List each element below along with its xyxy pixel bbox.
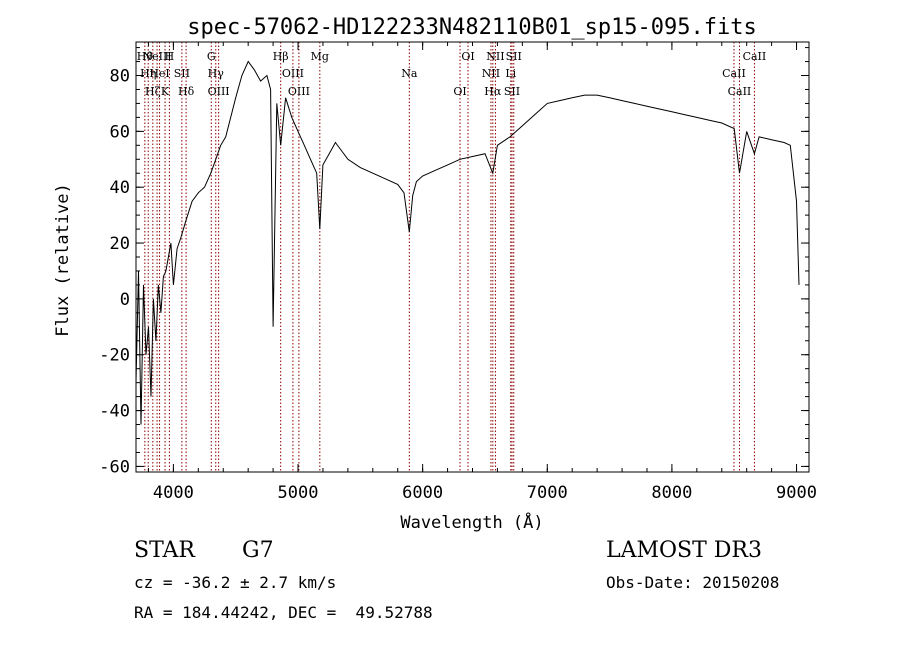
x-axis-label: Wavelength (Å) xyxy=(400,511,543,533)
x-axis: 4000 5000 6000 7000 8000 9000 xyxy=(147,42,817,503)
line-marker-label: G xyxy=(207,50,216,63)
line-marker-label: CaII xyxy=(722,67,746,80)
line-marker-label: Hθ xyxy=(137,50,154,63)
redshift-velocity: cz = -36.2 ± 2.7 km/s xyxy=(134,573,337,592)
line-marker-label: Li xyxy=(505,67,516,80)
coordinates: RA = 184.44242, DEC = 49.52788 xyxy=(134,603,433,622)
y-tick-label: 20 xyxy=(110,234,130,254)
line-marker-label: Mg xyxy=(311,50,329,63)
line-marker-label: OI xyxy=(461,50,474,63)
y-tick-label: 60 xyxy=(110,122,130,142)
line-marker-label: NII xyxy=(482,67,500,80)
y-tick-label: -40 xyxy=(99,402,130,422)
x-tick-label: 5000 xyxy=(278,483,319,503)
x-tick-label: 4000 xyxy=(153,483,194,503)
line-marker-label: OIII xyxy=(282,67,304,80)
x-tick-label: 6000 xyxy=(402,483,443,503)
object-class: STAR xyxy=(134,538,195,563)
line-marker-label: Hη xyxy=(140,67,156,80)
line-marker-label: CaII xyxy=(743,50,767,63)
line-marker-label: NII xyxy=(486,50,504,63)
y-tick-label: 40 xyxy=(110,178,130,198)
line-marker-label: H xyxy=(165,50,175,63)
y-tick-label: 80 xyxy=(110,67,130,87)
emission-line-markers xyxy=(144,42,755,472)
y-axis: -60 -40 -20 0 20 40 60 80 xyxy=(99,47,809,477)
line-marker-label: Hδ xyxy=(178,85,195,98)
line-marker-label: K xyxy=(161,85,170,98)
spectrum-line xyxy=(135,60,800,425)
observation-date: Obs-Date: 20150208 xyxy=(606,573,780,592)
line-marker-label: Na xyxy=(401,67,418,80)
y-tick-label: -60 xyxy=(99,457,130,477)
line-marker-label: SII xyxy=(506,50,522,63)
line-marker-label: Hγ xyxy=(208,67,225,80)
line-marker-label: Hα xyxy=(484,85,502,98)
line-marker-label: SII xyxy=(174,67,190,80)
line-marker-label: SII xyxy=(504,85,520,98)
y-tick-label: -20 xyxy=(99,346,130,366)
y-tick-label: 0 xyxy=(120,290,130,310)
chart-title: spec-57062-HD122233N482110B01_sp15-095.f… xyxy=(187,15,757,40)
plot-frame xyxy=(135,41,810,473)
line-marker-label: Hζ xyxy=(145,85,161,98)
line-marker-label: OIII xyxy=(208,85,230,98)
line-marker-label: CaII xyxy=(728,85,752,98)
x-tick-label: 8000 xyxy=(651,483,692,503)
x-tick-label: 7000 xyxy=(527,483,568,503)
line-marker-label: OIII xyxy=(288,85,310,98)
line-marker-label: OI xyxy=(453,85,466,98)
emission-line-labels: Hθ Hη Hζ NeIII HeI K H SII Hδ G Hγ OIII Hβ OIII OIII Mg… xyxy=(137,50,767,98)
survey-name: LAMOST DR3 xyxy=(606,538,762,563)
x-tick-label: 9000 xyxy=(776,483,817,503)
line-marker-label: Hβ xyxy=(273,50,289,63)
y-axis-label: Flux (relative) xyxy=(53,183,73,337)
line-marker-label: HeI xyxy=(149,67,169,80)
object-subclass: G7 xyxy=(242,538,274,563)
line-marker-label: NeIII xyxy=(142,50,171,63)
